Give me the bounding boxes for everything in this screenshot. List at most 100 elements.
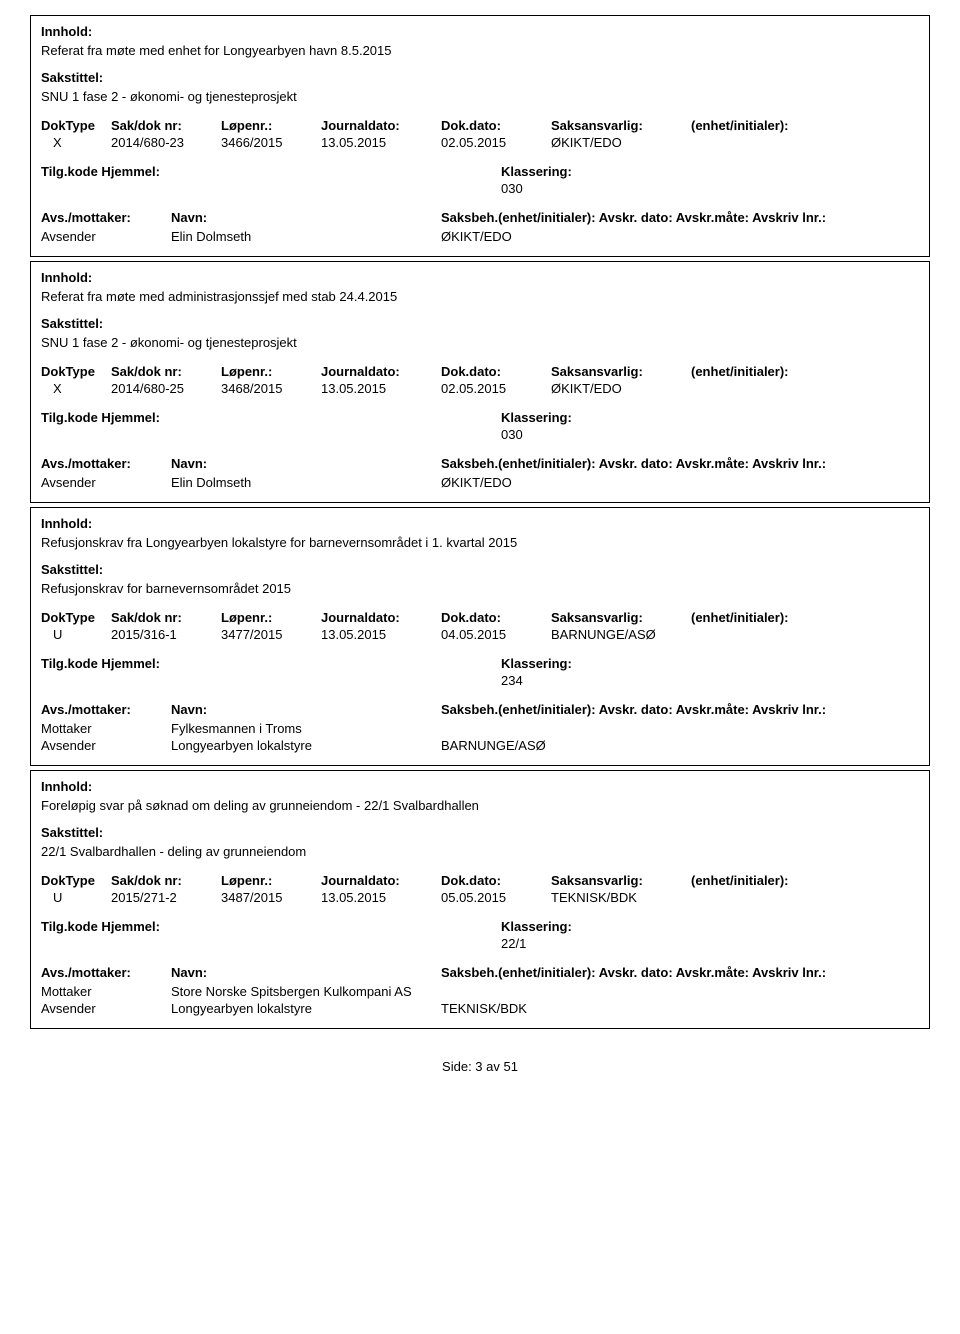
- hdr-doktype: DokType: [41, 118, 111, 133]
- hdr-sakdok: Sak/dok nr:: [111, 873, 221, 888]
- sakstittel-label: Sakstittel:: [41, 70, 919, 85]
- innhold-label: Innhold:: [41, 270, 919, 285]
- avs-hdr-navn: Navn:: [171, 456, 441, 471]
- klassering-block: Klassering: 234: [501, 656, 901, 688]
- record: Innhold: Referat fra møte med enhet for …: [30, 15, 930, 257]
- val-sakdok: 2014/680-25: [111, 381, 221, 396]
- klassering-block: Klassering: 030: [501, 410, 901, 442]
- avs-header-row: Avs./mottaker: Navn: Saksbeh.(enhet/init…: [41, 965, 919, 980]
- sakstittel-label: Sakstittel:: [41, 562, 919, 577]
- val-doktype: X: [41, 381, 111, 396]
- val-doktype: X: [41, 135, 111, 150]
- klass-label: Klassering:: [501, 919, 901, 934]
- val-sakdok: 2015/271-2: [111, 890, 221, 905]
- val-journaldato: 13.05.2015: [321, 627, 441, 642]
- meta-values: X 2014/680-25 3468/2015 13.05.2015 02.05…: [41, 381, 919, 396]
- val-dokdato: 04.05.2015: [441, 627, 551, 642]
- val-journaldato: 13.05.2015: [321, 890, 441, 905]
- innhold-text: Foreløpig svar på søknad om deling av gr…: [41, 798, 919, 813]
- page-footer: Side: 3 av 51: [30, 1059, 930, 1074]
- avs-hdr-saksbeh: Saksbeh.(enhet/initialer): Avskr. dato: …: [441, 210, 901, 225]
- hdr-journaldato: Journaldato:: [321, 364, 441, 379]
- val-dokdato: 02.05.2015: [441, 135, 551, 150]
- val-enhet: [691, 381, 831, 396]
- avs-hdr-role: Avs./mottaker:: [41, 456, 171, 471]
- avs-hdr-role: Avs./mottaker:: [41, 965, 171, 980]
- val-saksansvarlig: ØKIKT/EDO: [551, 381, 691, 396]
- tilg-label: Tilg.kode Hjemmel:: [41, 164, 501, 196]
- tilg-label: Tilg.kode Hjemmel:: [41, 919, 501, 951]
- hdr-enhet: (enhet/initialer):: [691, 364, 831, 379]
- avs-name: Fylkesmannen i Troms: [171, 721, 441, 736]
- hdr-saksansvarlig: Saksansvarlig:: [551, 364, 691, 379]
- records-container: Innhold: Referat fra møte med enhet for …: [30, 15, 930, 1029]
- avs-saksbeh: ØKIKT/EDO: [441, 229, 901, 244]
- avs-name: Longyearbyen lokalstyre: [171, 1001, 441, 1016]
- avs-hdr-saksbeh: Saksbeh.(enhet/initialer): Avskr. dato: …: [441, 965, 901, 980]
- tilg-label: Tilg.kode Hjemmel:: [41, 410, 501, 442]
- sakstittel-text: SNU 1 fase 2 - økonomi- og tjenesteprosj…: [41, 335, 919, 350]
- hdr-sakdok: Sak/dok nr:: [111, 610, 221, 625]
- avs-row: Mottaker Fylkesmannen i Troms: [41, 721, 919, 736]
- innhold-text: Refusjonskrav fra Longyearbyen lokalstyr…: [41, 535, 919, 550]
- hdr-doktype: DokType: [41, 364, 111, 379]
- meta-values: U 2015/271-2 3487/2015 13.05.2015 05.05.…: [41, 890, 919, 905]
- avs-name: Elin Dolmseth: [171, 475, 441, 490]
- sakstittel-label: Sakstittel:: [41, 316, 919, 331]
- hdr-doktype: DokType: [41, 610, 111, 625]
- avs-saksbeh: [441, 721, 901, 736]
- avs-hdr-navn: Navn:: [171, 965, 441, 980]
- tilg-row: Tilg.kode Hjemmel: Klassering: 234: [41, 656, 919, 688]
- hdr-enhet: (enhet/initialer):: [691, 873, 831, 888]
- sakstittel-label: Sakstittel:: [41, 825, 919, 840]
- tilg-row: Tilg.kode Hjemmel: Klassering: 030: [41, 410, 919, 442]
- val-lopenr: 3487/2015: [221, 890, 321, 905]
- avs-name: Elin Dolmseth: [171, 229, 441, 244]
- val-lopenr: 3466/2015: [221, 135, 321, 150]
- hdr-journaldato: Journaldato:: [321, 118, 441, 133]
- record: Innhold: Foreløpig svar på søknad om del…: [30, 770, 930, 1029]
- avs-role: Avsender: [41, 738, 171, 753]
- avs-row: Avsender Longyearbyen lokalstyre TEKNISK…: [41, 1001, 919, 1016]
- val-doktype: U: [41, 890, 111, 905]
- meta-values: X 2014/680-23 3466/2015 13.05.2015 02.05…: [41, 135, 919, 150]
- val-sakdok: 2014/680-23: [111, 135, 221, 150]
- sakstittel-text: 22/1 Svalbardhallen - deling av grunneie…: [41, 844, 919, 859]
- hdr-dokdato: Dok.dato:: [441, 364, 551, 379]
- hdr-sakdok: Sak/dok nr:: [111, 118, 221, 133]
- klass-label: Klassering:: [501, 656, 901, 671]
- innhold-text: Referat fra møte med administrasjonssjef…: [41, 289, 919, 304]
- klass-label: Klassering:: [501, 164, 901, 179]
- innhold-label: Innhold:: [41, 24, 919, 39]
- innhold-label: Innhold:: [41, 516, 919, 531]
- avs-saksbeh: [441, 984, 901, 999]
- avs-name: Longyearbyen lokalstyre: [171, 738, 441, 753]
- innhold-text: Referat fra møte med enhet for Longyearb…: [41, 43, 919, 58]
- klass-value: 030: [501, 181, 901, 196]
- klass-label: Klassering:: [501, 410, 901, 425]
- hdr-journaldato: Journaldato:: [321, 610, 441, 625]
- hdr-dokdato: Dok.dato:: [441, 118, 551, 133]
- val-saksansvarlig: BARNUNGE/ASØ: [551, 627, 691, 642]
- hdr-lopenr: Løpenr.:: [221, 610, 321, 625]
- avs-row: Mottaker Store Norske Spitsbergen Kulkom…: [41, 984, 919, 999]
- klassering-block: Klassering: 030: [501, 164, 901, 196]
- val-journaldato: 13.05.2015: [321, 381, 441, 396]
- avs-hdr-navn: Navn:: [171, 210, 441, 225]
- innhold-label: Innhold:: [41, 779, 919, 794]
- avs-role: Avsender: [41, 229, 171, 244]
- avs-saksbeh: TEKNISK/BDK: [441, 1001, 901, 1016]
- avs-row: Avsender Longyearbyen lokalstyre BARNUNG…: [41, 738, 919, 753]
- avs-header-row: Avs./mottaker: Navn: Saksbeh.(enhet/init…: [41, 456, 919, 471]
- tilg-row: Tilg.kode Hjemmel: Klassering: 22/1: [41, 919, 919, 951]
- val-saksansvarlig: TEKNISK/BDK: [551, 890, 691, 905]
- avs-row: Avsender Elin Dolmseth ØKIKT/EDO: [41, 475, 919, 490]
- hdr-enhet: (enhet/initialer):: [691, 118, 831, 133]
- hdr-journaldato: Journaldato:: [321, 873, 441, 888]
- hdr-saksansvarlig: Saksansvarlig:: [551, 118, 691, 133]
- hdr-doktype: DokType: [41, 873, 111, 888]
- meta-headers: DokType Sak/dok nr: Løpenr.: Journaldato…: [41, 364, 919, 379]
- hdr-sakdok: Sak/dok nr:: [111, 364, 221, 379]
- avs-hdr-role: Avs./mottaker:: [41, 702, 171, 717]
- tilg-row: Tilg.kode Hjemmel: Klassering: 030: [41, 164, 919, 196]
